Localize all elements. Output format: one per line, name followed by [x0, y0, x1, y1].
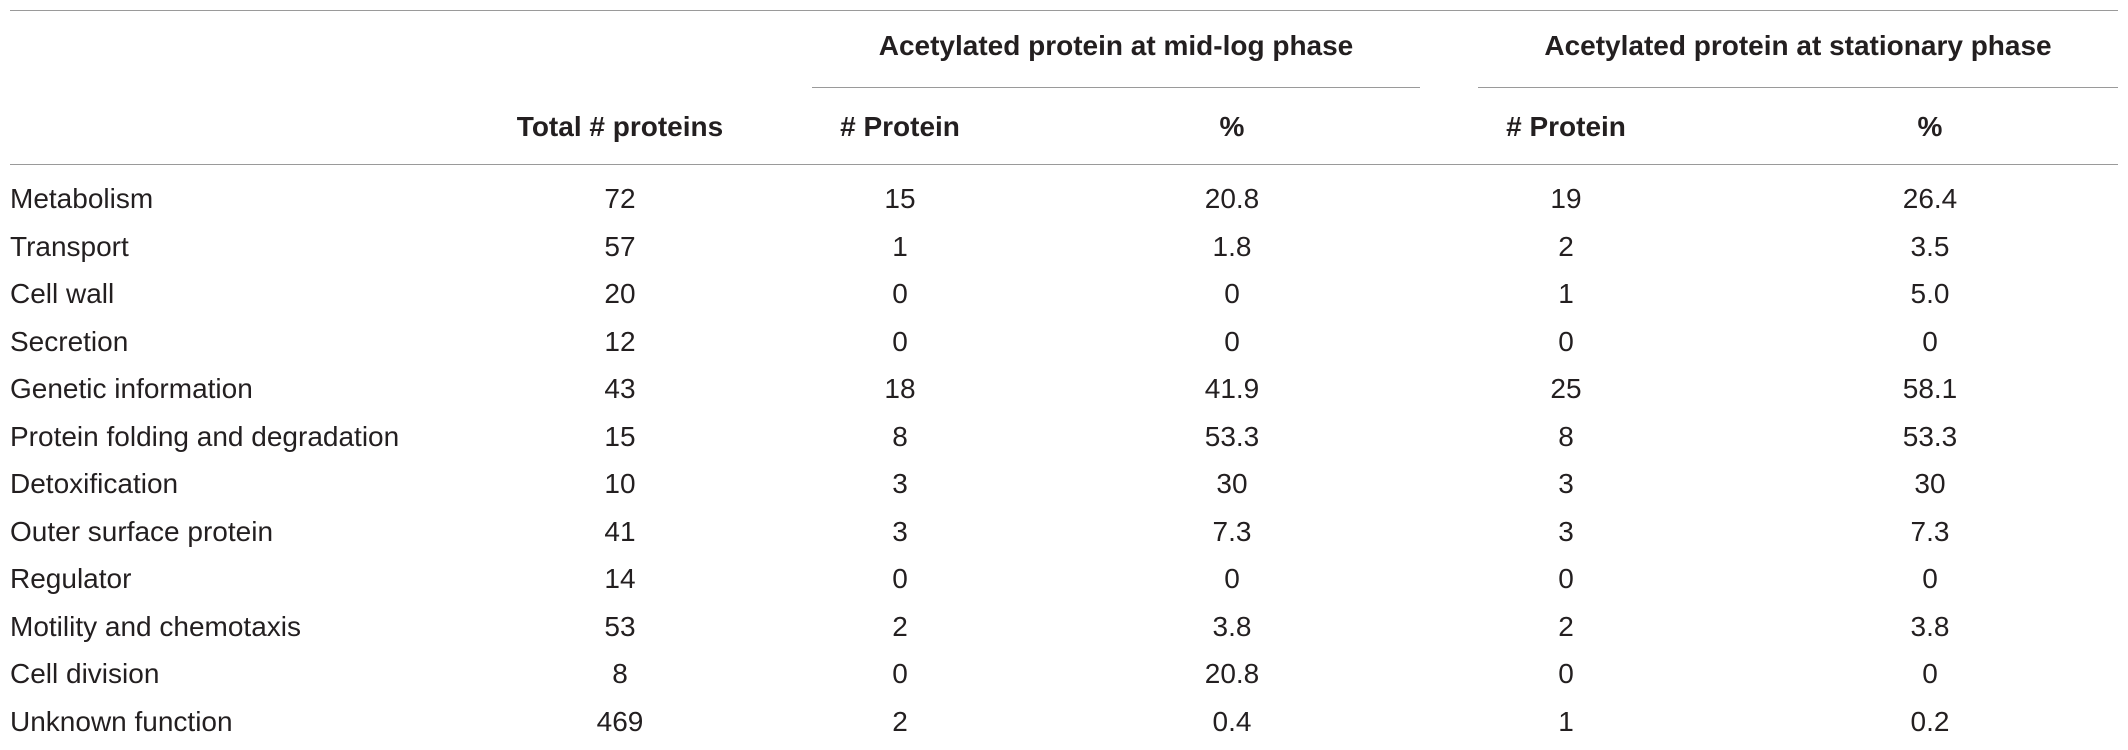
category-cell: Genetic information	[10, 370, 470, 408]
mid-percent-cell: 7.3	[1132, 513, 1332, 551]
category-cell: Cell wall	[10, 275, 470, 313]
category-cell: Cell division	[10, 655, 470, 693]
category-cell: Detoxification	[10, 465, 470, 503]
mid-percent-cell: 0	[1132, 560, 1332, 598]
category-cell: Transport	[10, 228, 470, 266]
total-cell: 469	[520, 703, 720, 741]
category-cell: Protein folding and degradation	[10, 418, 470, 456]
mid-percent-cell: 41.9	[1132, 370, 1332, 408]
mid-protein-cell: 1	[800, 228, 1000, 266]
category-cell: Unknown function	[10, 703, 470, 741]
mid-protein-cell: 0	[800, 275, 1000, 313]
mid-percent-cell: 30	[1132, 465, 1332, 503]
stat-protein-cell: 0	[1466, 323, 1666, 361]
mid-protein-cell: 15	[800, 180, 1000, 218]
table-row: Motility and chemotaxis 53 2 3.8 2 3.8	[0, 608, 2128, 656]
stat-percent-cell: 26.4	[1830, 180, 2030, 218]
column-header-stat-protein: # Protein	[1466, 110, 1666, 144]
total-cell: 8	[520, 655, 720, 693]
total-cell: 72	[520, 180, 720, 218]
stat-percent-cell: 5.0	[1830, 275, 2030, 313]
stat-percent-cell: 3.8	[1830, 608, 2030, 646]
stat-percent-cell: 7.3	[1830, 513, 2030, 551]
mid-protein-cell: 2	[800, 608, 1000, 646]
stat-protein-cell: 0	[1466, 560, 1666, 598]
total-cell: 41	[520, 513, 720, 551]
category-cell: Outer surface protein	[10, 513, 470, 551]
mid-protein-cell: 8	[800, 418, 1000, 456]
group-rule-stationary	[1478, 87, 2118, 88]
stat-protein-cell: 19	[1466, 180, 1666, 218]
total-cell: 14	[520, 560, 720, 598]
category-cell: Regulator	[10, 560, 470, 598]
mid-percent-cell: 20.8	[1132, 655, 1332, 693]
stat-protein-cell: 0	[1466, 655, 1666, 693]
table-row: Cell wall 20 0 0 1 5.0	[0, 275, 2128, 323]
mid-protein-cell: 0	[800, 323, 1000, 361]
mid-protein-cell: 0	[800, 560, 1000, 598]
column-header-mid-percent: %	[1132, 110, 1332, 144]
stat-protein-cell: 2	[1466, 608, 1666, 646]
group-header-mid-log: Acetylated protein at mid-log phase	[812, 29, 1420, 63]
table-row: Regulator 14 0 0 0 0	[0, 560, 2128, 608]
mid-protein-cell: 3	[800, 465, 1000, 503]
mid-percent-cell: 3.8	[1132, 608, 1332, 646]
table-row: Genetic information 43 18 41.9 25 58.1	[0, 370, 2128, 418]
stat-percent-cell: 30	[1830, 465, 2030, 503]
stat-protein-cell: 3	[1466, 513, 1666, 551]
table-body: Metabolism 72 15 20.8 19 26.4 Transport …	[0, 180, 2128, 750]
mid-percent-cell: 1.8	[1132, 228, 1332, 266]
mid-percent-cell: 20.8	[1132, 180, 1332, 218]
total-cell: 20	[520, 275, 720, 313]
stat-percent-cell: 53.3	[1830, 418, 2030, 456]
mid-protein-cell: 0	[800, 655, 1000, 693]
stat-percent-cell: 3.5	[1830, 228, 2030, 266]
total-cell: 53	[520, 608, 720, 646]
mid-protein-cell: 3	[800, 513, 1000, 551]
mid-percent-cell: 0	[1132, 275, 1332, 313]
stat-percent-cell: 0	[1830, 655, 2030, 693]
total-cell: 43	[520, 370, 720, 408]
stat-percent-cell: 0.2	[1830, 703, 2030, 741]
stat-percent-cell: 0	[1830, 560, 2030, 598]
header-bottom-rule	[10, 164, 2118, 165]
table-row: Secretion 12 0 0 0 0	[0, 323, 2128, 371]
category-cell: Metabolism	[10, 180, 470, 218]
stat-protein-cell: 2	[1466, 228, 1666, 266]
table-row: Cell division 8 0 20.8 0 0	[0, 655, 2128, 703]
stat-protein-cell: 1	[1466, 275, 1666, 313]
group-rule-mid-log	[812, 87, 1420, 88]
stat-protein-cell: 3	[1466, 465, 1666, 503]
table-row: Outer surface protein 41 3 7.3 3 7.3	[0, 513, 2128, 561]
mid-percent-cell: 53.3	[1132, 418, 1332, 456]
mid-protein-cell: 18	[800, 370, 1000, 408]
column-header-stat-percent: %	[1830, 110, 2030, 144]
total-cell: 12	[520, 323, 720, 361]
group-header-stationary: Acetylated protein at stationary phase	[1478, 29, 2118, 63]
stat-protein-cell: 1	[1466, 703, 1666, 741]
mid-percent-cell: 0	[1132, 323, 1332, 361]
total-cell: 10	[520, 465, 720, 503]
total-cell: 15	[520, 418, 720, 456]
stat-percent-cell: 0	[1830, 323, 2030, 361]
category-cell: Motility and chemotaxis	[10, 608, 470, 646]
stat-protein-cell: 8	[1466, 418, 1666, 456]
table-top-rule	[10, 10, 2118, 11]
table-row: Metabolism 72 15 20.8 19 26.4	[0, 180, 2128, 228]
stat-protein-cell: 25	[1466, 370, 1666, 408]
table-row: Unknown function 469 2 0.4 1 0.2	[0, 703, 2128, 750]
total-cell: 57	[520, 228, 720, 266]
table-row: Protein folding and degradation 15 8 53.…	[0, 418, 2128, 466]
table-row: Transport 57 1 1.8 2 3.5	[0, 228, 2128, 276]
table-row: Detoxification 10 3 30 3 30	[0, 465, 2128, 513]
stat-percent-cell: 58.1	[1830, 370, 2030, 408]
category-cell: Secretion	[10, 323, 470, 361]
column-header-mid-protein: # Protein	[800, 110, 1000, 144]
mid-percent-cell: 0.4	[1132, 703, 1332, 741]
column-header-total: Total # proteins	[480, 110, 760, 144]
mid-protein-cell: 2	[800, 703, 1000, 741]
